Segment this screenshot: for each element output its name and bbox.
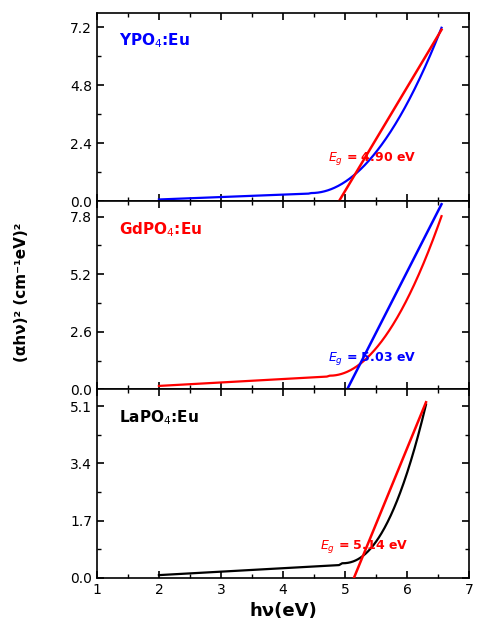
Text: $E_g$ = 5.03 eV: $E_g$ = 5.03 eV xyxy=(328,350,416,367)
Text: GdPO$_4$:Eu: GdPO$_4$:Eu xyxy=(119,220,202,239)
Text: (αhν)² (cm⁻¹eV)²: (αhν)² (cm⁻¹eV)² xyxy=(15,222,29,362)
Text: $E_g$ = 4.90 eV: $E_g$ = 4.90 eV xyxy=(328,150,416,167)
Text: YPO$_4$:Eu: YPO$_4$:Eu xyxy=(119,32,190,50)
Text: $E_g$ = 5.14 eV: $E_g$ = 5.14 eV xyxy=(320,538,408,555)
X-axis label: hν(eV): hν(eV) xyxy=(249,602,317,620)
Text: LaPO$_4$:Eu: LaPO$_4$:Eu xyxy=(119,408,199,427)
